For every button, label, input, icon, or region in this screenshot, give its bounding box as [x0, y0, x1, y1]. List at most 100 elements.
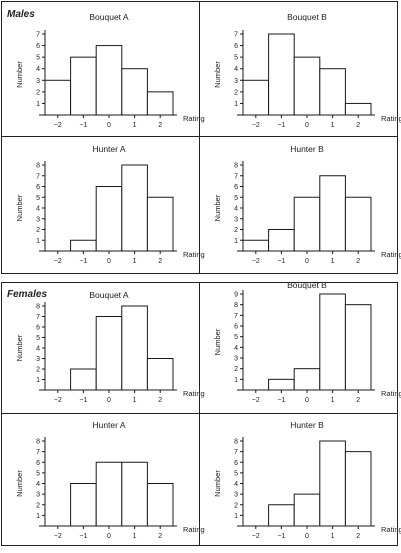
bar--1: [268, 33, 295, 116]
y-tick-label: 2: [36, 227, 40, 234]
y-tick-label: 8: [36, 163, 40, 170]
y-tick-label: 1: [234, 238, 238, 245]
y-tick-label: 5: [36, 335, 40, 342]
y-axis-label: Number: [213, 194, 222, 221]
x-axis-label: Rating: [183, 389, 205, 398]
x-tick-label: −1: [277, 258, 285, 265]
y-tick-label: 2: [234, 366, 238, 373]
bar-0: [293, 493, 321, 527]
bar--1: [70, 239, 97, 252]
y-tick-label: 7: [36, 449, 40, 456]
y-tick-label: 3: [234, 216, 238, 223]
y-tick-label: 4: [36, 206, 40, 213]
x-tick-label: −2: [54, 397, 62, 404]
y-tick-label: 1: [36, 101, 40, 108]
x-axis-label: Rating: [381, 114, 401, 123]
y-tick-label: 4: [234, 481, 238, 488]
bar-1: [319, 293, 346, 391]
y-tick-label: 6: [234, 43, 238, 50]
y-tick-label: 1: [36, 238, 40, 245]
panel-females-hunter-a: Hunter A 1 2 3 4 5 6 7 8 −2 −1 0 1 2 Number Rating: [15, 420, 205, 540]
x-tick-label: 1: [331, 397, 335, 404]
y-axis-label: Number: [15, 194, 24, 221]
y-tick-label: 2: [234, 502, 238, 509]
x-tick-label: 1: [133, 122, 137, 129]
x-tick-label: −1: [79, 258, 87, 265]
y-tick-label: 8: [234, 302, 238, 309]
y-tick-label: 2: [36, 502, 40, 509]
bar--1: [268, 504, 295, 527]
y-tick-label: 1: [234, 377, 238, 384]
panel-title: Hunter A: [92, 420, 125, 430]
y-tick-label: 6: [234, 460, 238, 467]
bar-0: [95, 45, 123, 116]
bar-0: [293, 196, 321, 252]
x-tick-label: 1: [331, 122, 335, 129]
y-tick-label: 7: [234, 173, 238, 180]
panel-title: Bouquet B: [287, 280, 327, 290]
y-tick-label: 7: [36, 314, 40, 321]
x-tick-label: −1: [79, 533, 87, 540]
y-tick-label: 4: [234, 345, 238, 352]
panel-title: Hunter A: [92, 144, 125, 154]
x-tick-label: −1: [277, 122, 285, 129]
x-axis-label: Rating: [381, 389, 401, 398]
y-tick-label: 3: [36, 216, 40, 223]
bar-0: [95, 461, 123, 527]
bar-1: [121, 305, 148, 391]
y-tick-label: 2: [36, 367, 40, 374]
x-tick-label: 0: [107, 397, 111, 404]
y-tick-label: 5: [36, 470, 40, 477]
bar-1: [121, 164, 148, 252]
bar--1: [268, 229, 295, 252]
y-tick-label: 5: [234, 195, 238, 202]
x-axis-label: Rating: [381, 525, 401, 534]
bar--1: [70, 368, 97, 391]
bar--1: [70, 483, 97, 527]
y-tick-label: 6: [234, 324, 238, 331]
panel-males-hunter-a: Hunter A 1 2 3 4 5 6 7 8 −2 −1 0 1 2 Number Rating: [15, 144, 205, 265]
y-tick-label: 8: [36, 439, 40, 446]
panel-title: Bouquet A: [89, 12, 129, 22]
y-tick-label: 5: [36, 195, 40, 202]
x-tick-label: 1: [133, 258, 137, 265]
bar-2: [146, 483, 174, 527]
x-axis-label: Rating: [183, 525, 205, 534]
x-tick-label: −2: [54, 533, 62, 540]
y-tick-label: 4: [36, 481, 40, 488]
males-section: Males: [1, 1, 398, 274]
y-tick-label: 9: [234, 292, 238, 299]
x-tick-label: −2: [54, 122, 62, 129]
panel-title: Bouquet B: [287, 12, 327, 22]
x-tick-label: −1: [277, 397, 285, 404]
y-tick-label: 2: [234, 89, 238, 96]
y-tick-label: 7: [234, 313, 238, 320]
y-tick-label: 5: [234, 55, 238, 62]
bar-2: [146, 196, 174, 252]
y-tick-label: 3: [234, 356, 238, 363]
bar-0: [293, 368, 321, 391]
x-tick-label: −2: [252, 122, 260, 129]
x-tick-label: 2: [158, 397, 162, 404]
x-tick-label: −2: [252, 397, 260, 404]
panel-title: Bouquet A: [89, 290, 129, 300]
bar-1: [319, 175, 346, 252]
y-tick-label: 4: [36, 346, 40, 353]
y-tick-label: 7: [234, 449, 238, 456]
y-tick-label: 1: [234, 513, 238, 520]
y-tick-label: 2: [36, 89, 40, 96]
x-tick-label: 0: [107, 122, 111, 129]
y-tick-label: 2: [234, 227, 238, 234]
y-tick-label: 3: [36, 78, 40, 85]
x-tick-label: 0: [107, 533, 111, 540]
bar-2: [344, 102, 372, 116]
x-tick-label: 2: [158, 122, 162, 129]
y-tick-label: 8: [234, 163, 238, 170]
x-tick-label: 2: [356, 533, 360, 540]
y-tick-label: 1: [36, 513, 40, 520]
y-tick-label: 6: [234, 184, 238, 191]
y-tick-label: 3: [234, 78, 238, 85]
x-tick-label: 2: [356, 258, 360, 265]
x-tick-label: 1: [133, 533, 137, 540]
